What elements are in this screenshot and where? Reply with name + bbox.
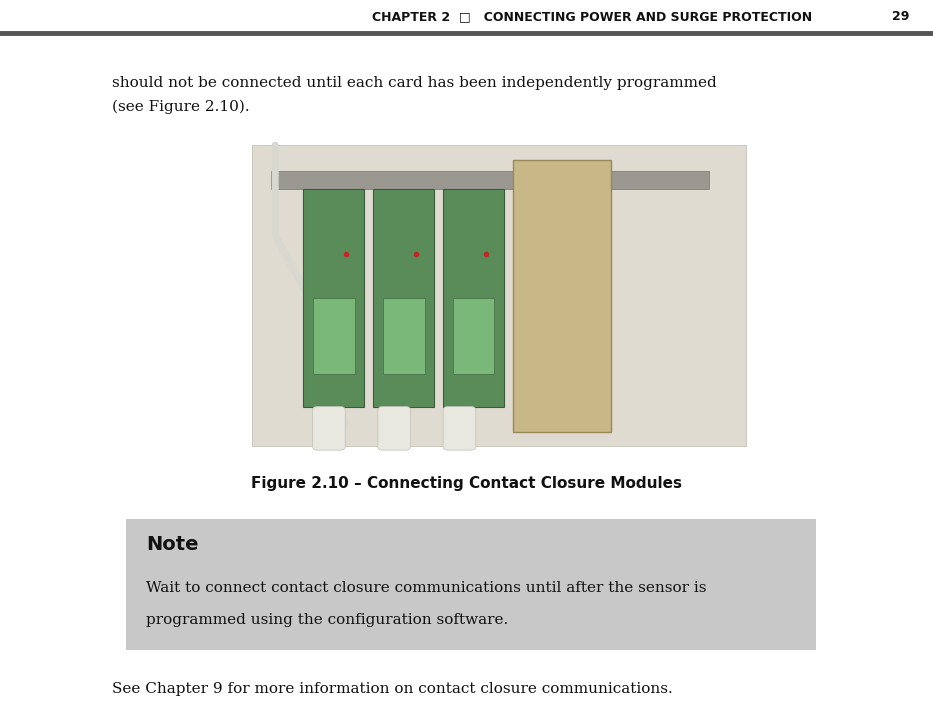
Text: 29: 29 [892,10,910,23]
Text: CHAPTER 2  □   CONNECTING POWER AND SURGE PROTECTION: CHAPTER 2 □ CONNECTING POWER AND SURGE P… [371,10,812,23]
Text: should not be connected until each card has been independently programmed: should not be connected until each card … [112,76,717,90]
FancyBboxPatch shape [252,145,746,446]
Text: Wait to connect contact closure communications until after the sensor is: Wait to connect contact closure communic… [146,581,707,595]
FancyBboxPatch shape [443,189,504,407]
Text: (see Figure 2.10).: (see Figure 2.10). [112,99,250,114]
FancyBboxPatch shape [373,189,434,407]
FancyBboxPatch shape [383,298,425,374]
FancyBboxPatch shape [126,519,816,650]
FancyBboxPatch shape [513,160,611,432]
FancyBboxPatch shape [313,407,345,450]
Text: programmed using the configuration software.: programmed using the configuration softw… [146,613,508,627]
FancyBboxPatch shape [378,407,411,450]
FancyBboxPatch shape [313,298,355,374]
FancyBboxPatch shape [453,298,494,374]
FancyBboxPatch shape [215,131,746,461]
FancyBboxPatch shape [443,407,476,450]
Text: See Chapter 9 for more information on contact closure communications.: See Chapter 9 for more information on co… [112,682,673,696]
FancyBboxPatch shape [303,189,364,407]
Text: Figure 2.10 – Connecting Contact Closure Modules: Figure 2.10 – Connecting Contact Closure… [251,476,682,491]
FancyBboxPatch shape [271,171,709,189]
Text: Note: Note [146,535,199,554]
